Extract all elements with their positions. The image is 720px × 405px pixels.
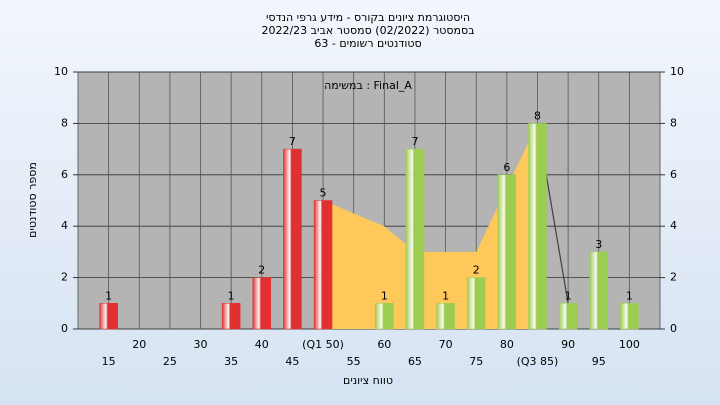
- x-tick-label: 60: [377, 338, 391, 351]
- x-tick-label: 70: [439, 338, 453, 351]
- data-label: 6: [503, 161, 510, 174]
- bar: [436, 303, 455, 330]
- y2-tick-label: 6: [670, 168, 677, 181]
- data-label: 7: [289, 135, 296, 148]
- x-tick-label: 45: [285, 355, 299, 368]
- x-tick-label: 25: [163, 355, 177, 368]
- x-tick-label: 90: [561, 338, 575, 351]
- x-tick-label: 20: [132, 338, 146, 351]
- data-label: 5: [320, 187, 327, 200]
- x-tick-label: 30: [194, 338, 208, 351]
- bar: [283, 148, 302, 330]
- bar: [466, 277, 486, 330]
- y2-tick-label: 8: [670, 116, 677, 129]
- x-tick-label: 65: [408, 355, 422, 368]
- data-label: 7: [411, 135, 418, 148]
- data-label: 2: [473, 264, 480, 277]
- bar: [252, 277, 272, 330]
- chart-title: היסטוגרמת ציונים בקורס - מידע גרפי הנדסי: [266, 11, 470, 24]
- bar: [497, 174, 517, 330]
- data-label: 3: [595, 238, 602, 251]
- bar: [221, 303, 241, 330]
- bar: [558, 303, 578, 330]
- data-label: 8: [534, 109, 541, 122]
- bar: [375, 303, 394, 330]
- x-tick-label: 40: [255, 338, 269, 351]
- data-label: 1: [381, 289, 388, 302]
- bar: [99, 303, 118, 330]
- data-label: 2: [258, 264, 265, 277]
- x-tick-label: 55: [347, 355, 361, 368]
- data-label: 1: [228, 289, 235, 302]
- bar: [313, 200, 333, 330]
- y2-tick-label: 0: [670, 322, 677, 335]
- y-tick-label: 4: [61, 219, 68, 232]
- bar: [620, 303, 639, 330]
- y-axis-label: מספר סטודנטים: [26, 162, 39, 238]
- data-label: 1: [105, 289, 112, 302]
- x-tick-label: (Q3 85): [517, 355, 559, 368]
- y2-tick-label: 10: [670, 65, 684, 78]
- bar: [589, 251, 608, 330]
- y2-tick-label: 4: [670, 219, 677, 232]
- y2-tick-label: 2: [670, 271, 677, 284]
- chart-subtitle: בסמסטר (02/2022) סמסטר אביב 2022/23: [261, 24, 474, 37]
- x-tick-label: (Q1 50): [302, 338, 344, 351]
- x-axis-label: טווח ציונים: [343, 374, 393, 387]
- chart-subtitle: סטודנטים רשומים - 63: [314, 37, 421, 50]
- data-label: 1: [565, 289, 572, 302]
- data-label: 1: [626, 289, 633, 302]
- x-tick-label: 80: [500, 338, 514, 351]
- bar: [528, 123, 547, 330]
- x-tick-label: 35: [224, 355, 238, 368]
- y-tick-label: 6: [61, 168, 68, 181]
- x-tick-label: 75: [469, 355, 483, 368]
- x-tick-label: 95: [592, 355, 606, 368]
- y-tick-label: 8: [61, 116, 68, 129]
- data-label: 1: [442, 289, 449, 302]
- bar: [405, 148, 425, 330]
- x-tick-label: 100: [619, 338, 640, 351]
- annotation: במשימה : Final_A: [324, 79, 412, 92]
- x-tick-label: 15: [102, 355, 116, 368]
- y-tick-label: 2: [61, 271, 68, 284]
- y-tick-label: 0: [61, 322, 68, 335]
- y-tick-label: 10: [54, 65, 68, 78]
